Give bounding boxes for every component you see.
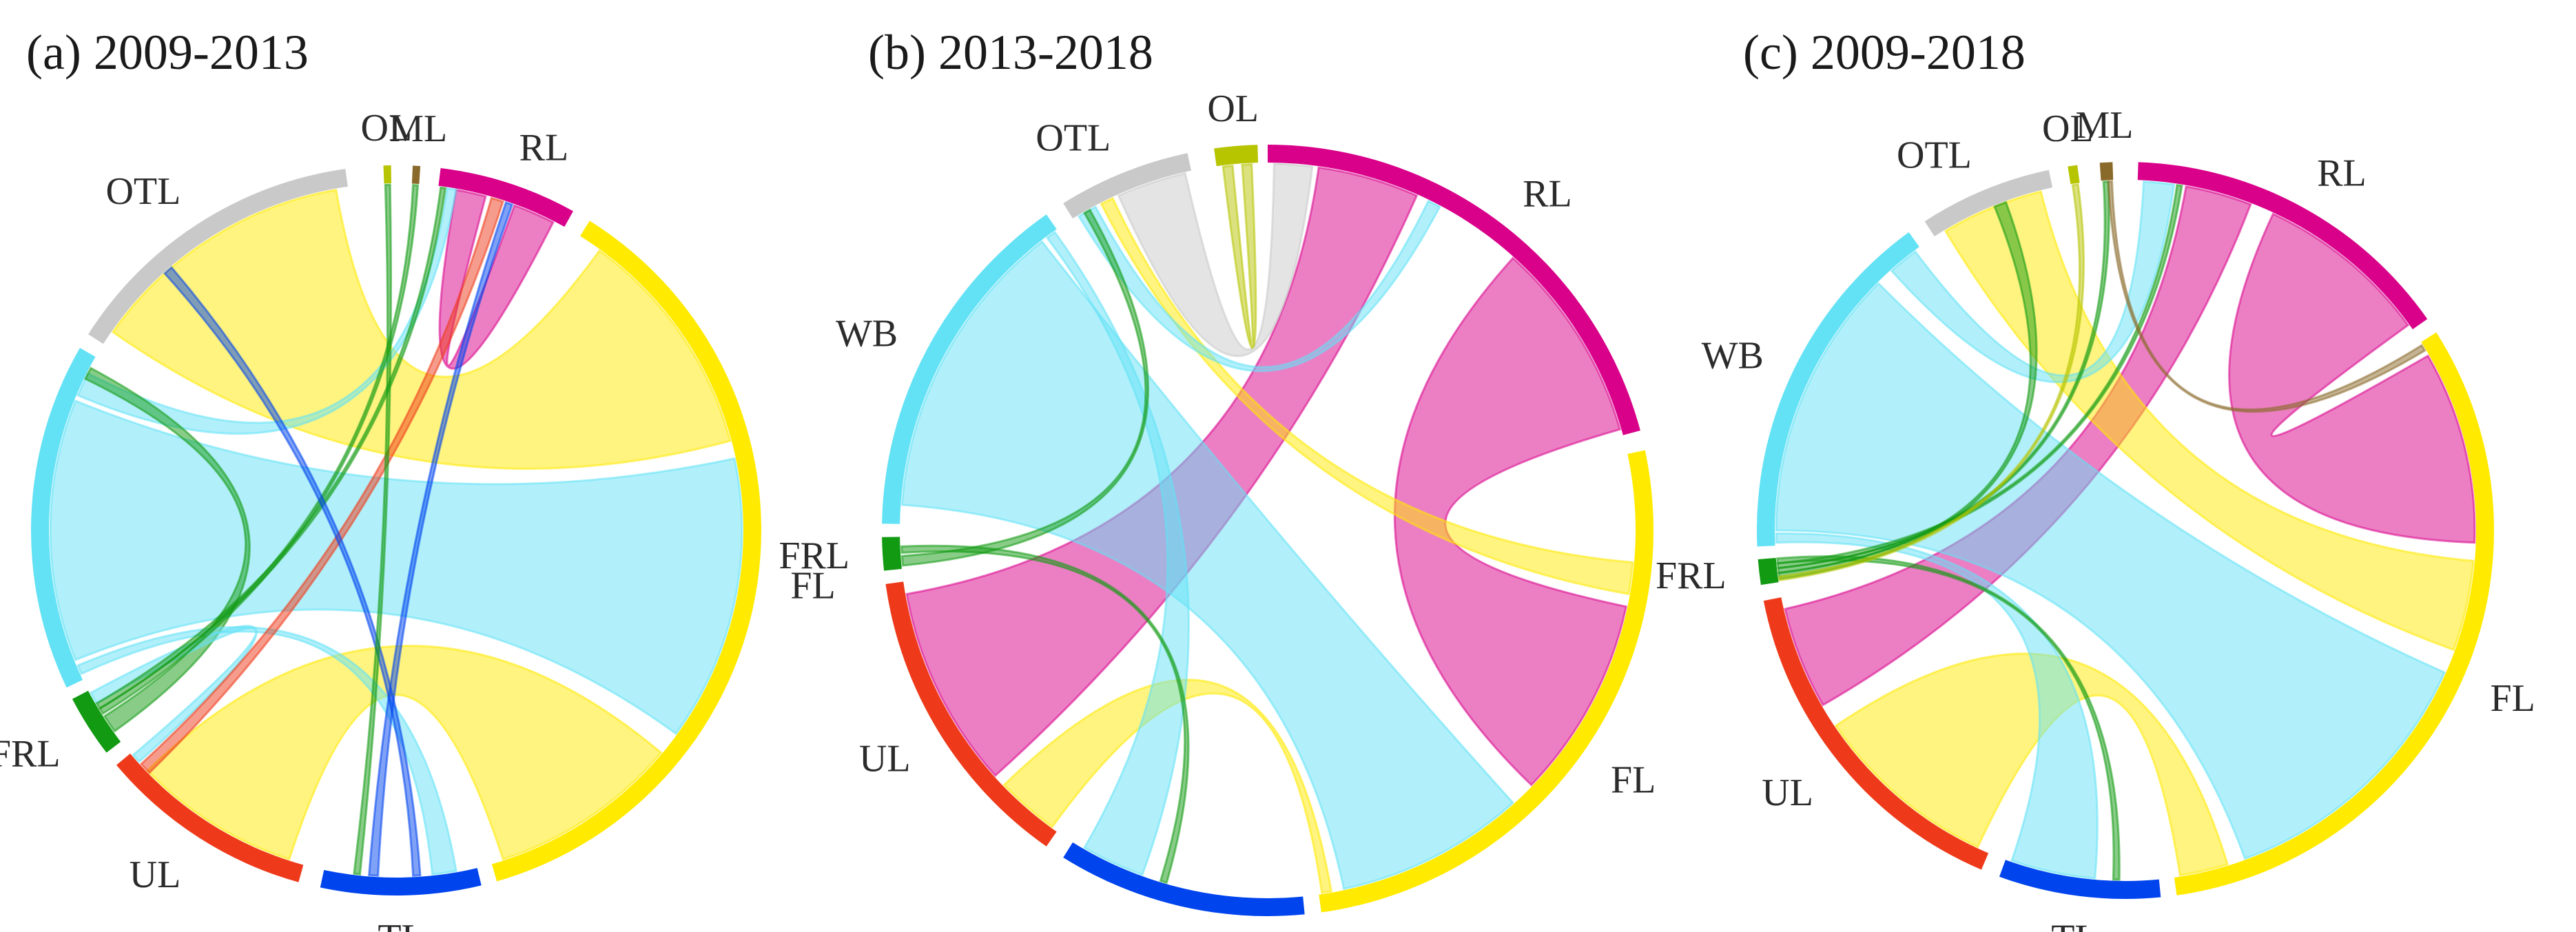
panel-c-label-frl: FRL: [1656, 555, 1727, 597]
panel-a-arc-rl: [438, 167, 573, 227]
panel-a-flow-frl-to-rl: [95, 186, 447, 710]
panel-b-flow-frl-to-tl: [900, 544, 1190, 884]
panel-c-arc-tl: [1999, 860, 2161, 899]
panel-a-label-frl: FRL: [0, 733, 61, 776]
panel-c-label-tl: TL: [2051, 917, 2098, 932]
panel-a-label-ml: ML: [389, 107, 447, 150]
panel-b-arc-wb: [882, 214, 1057, 524]
panel-c-flow-rl-to-fl: [2228, 212, 2476, 544]
panel-c-arc-rl: [2137, 162, 2428, 330]
panel-b-label-wb: WB: [836, 313, 898, 355]
panel-a-label-tl: TL: [378, 917, 424, 932]
panel-a-flow-wb-to-fl: [49, 399, 743, 736]
panel-c-label-ul: UL: [1762, 772, 1813, 814]
panel-a-arc-otl: [88, 169, 348, 344]
panel-c-label-fl: FL: [2490, 677, 2535, 720]
panel-c-arc-frl: [1758, 557, 1779, 586]
panel-b-label-otl: OTL: [1035, 116, 1111, 159]
panel-a-arc-fl: [491, 220, 761, 882]
panel-b-label-fl: FL: [1611, 759, 1656, 802]
panel-b-flow-fl-to-ul: [1002, 679, 1333, 894]
panel-a-flow-tl-to-ol: [353, 183, 392, 876]
panel-b-flow-rl-to-fl: [1394, 256, 1628, 787]
panel-c-flow-ml-to-fl: [2107, 180, 2426, 413]
panel-a-label-fl: FL: [790, 564, 835, 607]
panel-b-arc-rl: [1268, 145, 1640, 435]
panel-a-arc-ol: [383, 165, 391, 184]
panel-b-label-ol: OL: [1207, 87, 1259, 130]
panel-a-label-rl: RL: [519, 126, 569, 169]
panel-c-arc-ol: [2068, 165, 2080, 185]
panel-a-flow-tl-to-rl: [368, 201, 514, 877]
panel-a-arc-tl: [320, 868, 482, 896]
panel-c-label-otl: OTL: [1897, 134, 1972, 176]
panel-c-arc-otl: [1924, 169, 2053, 237]
panel-b-label-ul: UL: [859, 738, 911, 780]
panel-a-flows: [49, 183, 743, 877]
panel-c-label-rl: RL: [2317, 152, 2367, 195]
panel-a-flow-ul-to-rl: [139, 196, 505, 774]
panel-c-flow-fl-to-ul: [1834, 652, 2229, 877]
panel-c-flow-wb-to-rl: [1890, 180, 2176, 384]
panel-a-labels: OLMLRLFLTLULFRLWBOTL: [0, 107, 836, 932]
panel-a-arc-wb: [30, 348, 96, 688]
panel-b-flow-ol-to-ol: [1222, 163, 1257, 349]
panel-b-flow-otl-to-rl: [1077, 199, 1441, 373]
panel-b-arcs: [882, 145, 1653, 916]
panel-c-flows: [1775, 180, 2476, 881]
panel-b-arc-otl: [1063, 153, 1191, 219]
panel-a-flow-fl-to-ul: [145, 645, 663, 861]
panel-a-arc-frl: [72, 690, 121, 753]
panel-b-title: (b) 2013-2018: [868, 25, 1153, 80]
panel-b-flow-otl-to-rl: [1117, 163, 1314, 358]
panel-a-label-ol: OL: [361, 107, 413, 149]
panel-c-label-ol: OL: [2042, 107, 2094, 150]
panel-a-label-ul: UL: [130, 853, 181, 896]
panel-b-label-frl: FRL: [779, 535, 849, 577]
panel-c-arc-fl: [2174, 332, 2494, 895]
panel-c-label-ml: ML: [2075, 104, 2133, 147]
panel-a-arc-ml: [411, 165, 421, 185]
panel-c-flow-frl-to-ol: [1778, 183, 2085, 582]
panel-a-flow-tl-to-otl: [163, 266, 422, 877]
panel-b-arc-frl: [882, 537, 902, 571]
panel-c-title: (c) 2009-2018: [1743, 25, 2026, 80]
panel-c-flow-frl-to-tl: [1776, 555, 2121, 881]
panel-b-flow-frl-to-otl: [900, 208, 1150, 567]
panel-c-flow-rl-to-ul: [1784, 185, 2252, 707]
panel-b-arc-ol: [1214, 145, 1259, 167]
panel-a-flow-wb-to-tl: [76, 626, 457, 876]
panel-b-label-rl: RL: [1523, 173, 1572, 216]
panel-c-arcs: [1757, 162, 2494, 899]
panel-c-flow-frl-to-rl: [1776, 183, 2183, 570]
panel-b-arc-ul: [885, 581, 1057, 847]
panel-a-title: (a) 2009-2013: [26, 25, 309, 80]
panel-c-arc-ul: [1763, 597, 1989, 870]
panel-c-arc-ml: [2099, 162, 2114, 181]
panel-b-flow-wb-to-fl: [900, 240, 1515, 891]
panel-b-flow-otl-to-fl: [1100, 196, 1634, 596]
panel-b: (b) 2013-2018 OL RL FL TL UL FRL WB OTL: [779, 25, 1656, 932]
panel-a: (a) 2009-2013 OLMLRLFLTLULFRLWBOTL: [0, 25, 836, 932]
panel-a-arcs: [30, 165, 761, 896]
panel-a-label-otl: OTL: [105, 170, 181, 213]
panel-b-arc-tl: [1063, 842, 1305, 916]
panel-c-arc-wb: [1757, 232, 1919, 547]
panel-c-label-wb: WB: [1702, 335, 1764, 377]
panel-a-arc-ul: [116, 753, 304, 882]
panel-b-flows: [900, 163, 1634, 894]
panel-b-labels: OL RL FL TL UL FRL WB OTL: [779, 87, 1656, 932]
panel-c-flow-wb-to-fl: [1775, 282, 2446, 860]
panel-b-label-tl: TL: [1148, 926, 1195, 932]
panel-b-flow-wb-to-tl: [1045, 230, 1190, 876]
